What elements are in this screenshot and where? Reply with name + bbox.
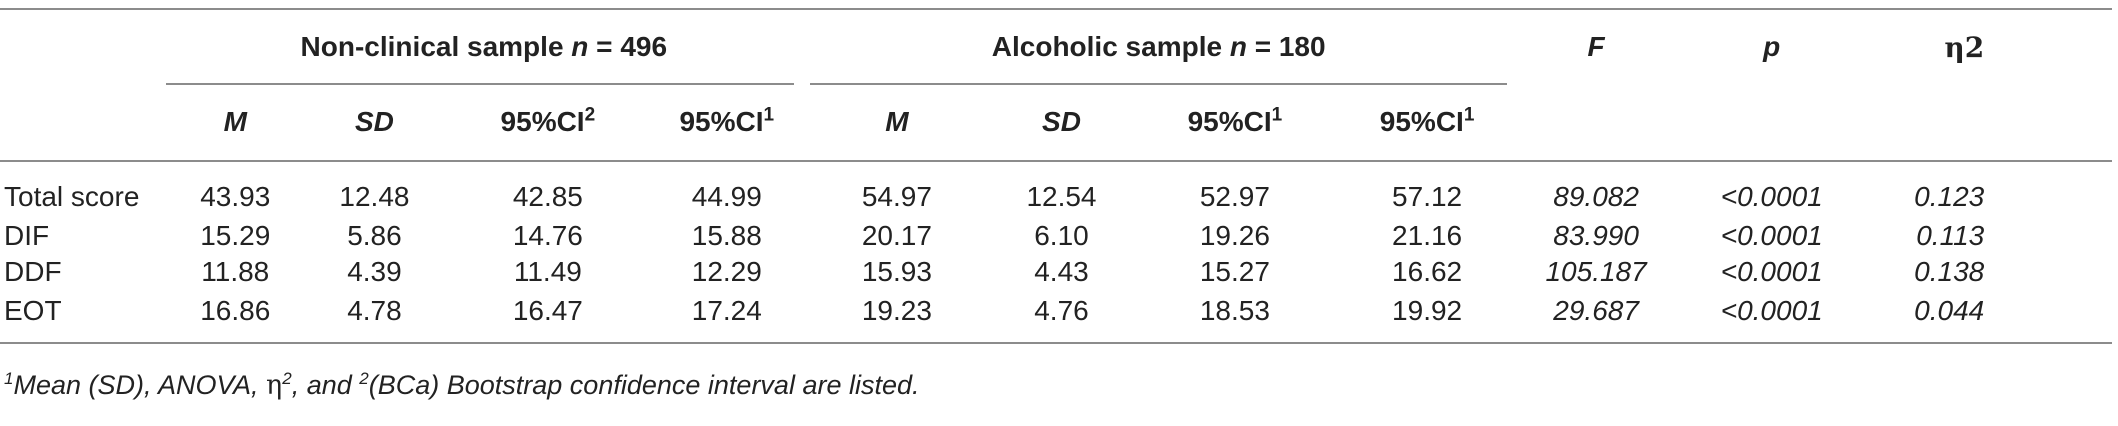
al-sd-header: SD [1042, 106, 1081, 137]
nc-mean-cell: 43.93 [200, 181, 271, 212]
al-ci-lower-cell: 19.26 [1199, 220, 1270, 251]
table-row: DIF 15.29 5.86 14.76 15.88 20.17 6.10 19… [0, 218, 2112, 254]
eta-cell: 0.138 [1914, 256, 1985, 287]
al-ci-lower-cell: 52.97 [1199, 181, 1270, 212]
table-row: EOT 16.86 4.78 16.47 17.24 19.23 4.76 18… [0, 290, 2112, 343]
al-ci-upper-cell: 16.62 [1392, 256, 1463, 287]
al-mean-cell: 54.97 [861, 181, 932, 212]
nc-sd-cell: 5.86 [347, 220, 402, 251]
al-sd-cell: 4.43 [1034, 256, 1089, 287]
row-label: EOT [4, 295, 62, 326]
nc-mean-cell: 11.88 [201, 256, 270, 287]
p-cell: <0.0001 [1720, 295, 1823, 326]
al-mean-cell: 19.23 [861, 295, 932, 326]
al-mean-header: M [885, 106, 909, 137]
nc-mean-cell: 16.86 [200, 295, 271, 326]
footnote-text: , and [291, 370, 360, 400]
eta-cell: 0.123 [1914, 181, 1985, 212]
al-sd-cell: 6.10 [1034, 220, 1089, 251]
f-cell: 83.990 [1553, 220, 1639, 251]
nc-ci-upper-cell: 17.24 [691, 295, 762, 326]
al-sd-cell: 4.76 [1034, 295, 1089, 326]
sub-header-row: M SD 95%CI2 95%CI1 M SD 95%CI1 95%CI1 [0, 84, 2112, 161]
row-label: DDF [4, 256, 62, 287]
group-header-row: Non-clinical sample n = 496 Alcoholic sa… [0, 9, 2112, 84]
al-ci-lower-cell: 15.27 [1199, 256, 1270, 287]
ci-superscript: 1 [1463, 104, 1475, 126]
f-header: F [1587, 31, 1605, 62]
p-cell: <0.0001 [1720, 220, 1823, 251]
table-row: Total score 43.93 12.48 42.85 44.99 54.9… [0, 161, 2112, 218]
eta-squared-label: η2 [1944, 30, 1985, 64]
empty-subheader-cell [1867, 84, 1989, 161]
ci-label: 95%CI [1379, 106, 1464, 137]
nc-sd-cell: 4.78 [347, 295, 402, 326]
results-table: Non-clinical sample n = 496 Alcoholic sa… [0, 8, 2112, 344]
alcoholic-n-value: = 180 [1246, 31, 1326, 62]
ci-superscript: 1 [1271, 104, 1283, 126]
nc-ci-upper-cell: 15.88 [691, 220, 762, 251]
nc-ci-lower-cell: 16.47 [512, 295, 583, 326]
nonclinical-n-symbol: n [571, 31, 589, 62]
ci-label: 95%CI [1187, 106, 1272, 137]
empty-subheader-cell [1677, 84, 1867, 161]
ci-superscript: 2 [584, 104, 596, 126]
nc-ci-lower-cell: 42.85 [512, 181, 583, 212]
footnote-marker: 1 [4, 369, 14, 388]
nc-ci-upper-cell: 12.29 [691, 256, 762, 287]
f-cell: 89.082 [1553, 181, 1639, 212]
alcoholic-group-header: Alcoholic sample n = 180 [802, 9, 1516, 84]
eta-squared-header: η2 [1867, 9, 1989, 84]
eta-cell: 0.044 [1914, 295, 1985, 326]
nonclinical-group-header: Non-clinical sample n = 496 [165, 9, 802, 84]
nc-ci-upper-cell: 44.99 [691, 181, 762, 212]
ci-superscript: 1 [763, 104, 775, 126]
empty-subheader-cell [0, 84, 166, 161]
p-cell: <0.0001 [1720, 181, 1823, 212]
al-ci-lower-cell: 18.53 [1199, 295, 1270, 326]
al-ci-upper-header: 95%CI1 [1339, 84, 1516, 161]
empty-header-cell [0, 9, 166, 84]
f-cell: 29.687 [1553, 295, 1639, 326]
nc-sd-cell: 4.39 [347, 256, 402, 287]
footnote-text: (BCa) Bootstrap confidence interval are … [368, 370, 920, 400]
nc-sd-cell: 12.48 [339, 181, 410, 212]
alcoholic-label: Alcoholic sample [991, 31, 1223, 62]
f-cell: 105.187 [1545, 256, 1647, 287]
table-footnote: 1Mean (SD), ANOVA, η2, and 2(BCa) Bootst… [4, 370, 920, 401]
nc-ci-lower-cell: 11.49 [513, 256, 582, 287]
ci-label: 95%CI [500, 106, 585, 137]
nc-ci-upper-header: 95%CI1 [652, 84, 802, 161]
nc-mean-header: M [223, 106, 247, 137]
nonclinical-label: Non-clinical sample [300, 31, 564, 62]
alcoholic-n-symbol: n [1229, 31, 1247, 62]
ci-label: 95%CI [679, 106, 764, 137]
p-cell: <0.0001 [1720, 256, 1823, 287]
empty-subheader-cell [1515, 84, 1676, 161]
al-mean-cell: 20.17 [861, 220, 932, 251]
row-label: Total score [4, 181, 140, 212]
al-ci-upper-cell: 57.12 [1392, 181, 1463, 212]
nc-ci-lower-header: 95%CI2 [444, 84, 652, 161]
al-ci-upper-cell: 21.16 [1392, 220, 1463, 251]
al-ci-lower-header: 95%CI1 [1131, 84, 1339, 161]
eta-superscript: 2 [282, 369, 292, 388]
nc-sd-header: SD [354, 106, 394, 137]
table-body: Total score 43.93 12.48 42.85 44.99 54.9… [0, 161, 2112, 343]
table-row: DDF 11.88 4.39 11.49 12.29 15.93 4.43 15… [0, 254, 2112, 290]
nc-mean-cell: 15.29 [200, 220, 271, 251]
p-header: p [1763, 31, 1781, 62]
nonclinical-n-value: = 496 [588, 31, 668, 62]
al-sd-cell: 12.54 [1026, 181, 1097, 212]
eta-symbol: η [266, 370, 283, 401]
eta-cell: 0.113 [1916, 220, 1985, 251]
footnote-marker: 2 [359, 369, 369, 388]
footnote-text: Mean (SD), ANOVA, [13, 370, 267, 400]
al-mean-cell: 15.93 [861, 256, 932, 287]
row-label: DIF [4, 220, 50, 251]
nc-ci-lower-cell: 14.76 [512, 220, 583, 251]
al-ci-upper-cell: 19.92 [1392, 295, 1463, 326]
